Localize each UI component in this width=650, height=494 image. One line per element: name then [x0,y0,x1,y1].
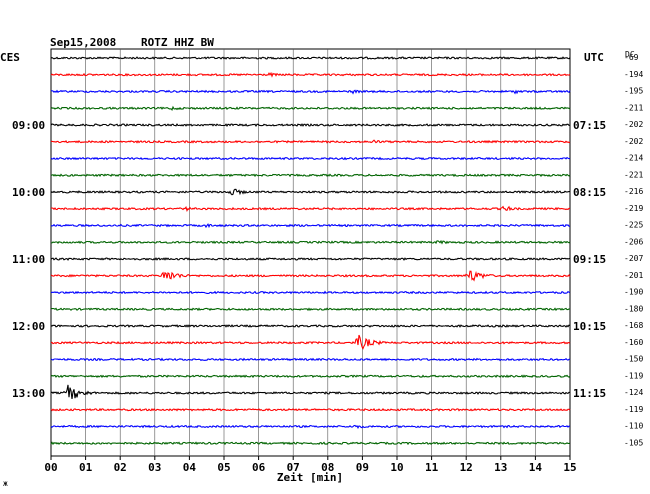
trace-line [50,334,571,350]
dc-offset-label: -211 [624,103,643,112]
dc-offset-label: -216 [624,187,643,196]
dc-offset-label: -150 [624,355,643,364]
dc-offset-label: -202 [624,137,643,146]
trace-line [50,205,571,212]
x-tick-label: 05 [217,461,230,474]
trace-line [50,173,571,178]
trace-line [50,139,571,144]
header-date: Sep15,2008 [50,36,116,49]
dc-offset-label: -119 [624,371,643,380]
trace-line [50,239,571,245]
left-time-label: 12:00 [12,320,45,333]
dc-offset-label: -202 [624,120,643,129]
x-tick-label: 14 [529,461,543,474]
trace-line [50,156,571,161]
x-tick-label: 08 [321,461,334,474]
trace-line [50,71,571,78]
right-time-label: 09:15 [573,253,606,266]
trace-line [50,384,571,399]
left-zone-label: CES [0,51,20,64]
x-tick-label: 03 [148,461,161,474]
trace-line [50,424,571,429]
right-time-label: 08:15 [573,186,606,199]
dc-offset-label: -105 [624,438,643,447]
trace-line [50,105,571,111]
trace-line [51,290,571,295]
dc-offset-label: -201 [624,271,643,280]
trace-line [50,374,571,379]
dc-offset-label: -160 [624,338,643,347]
trace-line [50,407,571,412]
plot-frame [50,48,571,457]
x-tick-label: 10 [390,461,403,474]
x-tick-label: 00 [44,461,57,474]
right-zone-label: UTC [584,51,604,64]
dc-offset-label: -124 [624,388,643,397]
traces [50,56,571,446]
trace-line [50,441,571,446]
right-time-label: 10:15 [573,320,606,333]
time-labels: 09:00 10:00 11:00 12:00 13:00 07:15 08:15 09:15… [12,119,606,400]
dc-offset-labels: -69 -194 -195 -211 -202 -202 -214 -221 -216 -219 -… [624,53,643,447]
dc-offset-label: -110 [624,422,643,431]
x-tick-label: 06 [252,461,266,474]
dc-offset-label: -119 [624,405,643,414]
x-tick-label: 12 [460,461,473,474]
x-tick-label: 15 [563,461,576,474]
dc-offset-label: -194 [624,70,643,79]
dc-offset-label: -180 [624,304,643,313]
right-time-label: 07:15 [573,119,606,132]
dc-offset-label: -190 [624,288,643,297]
trace-line [50,123,570,127]
trace-line [50,257,571,261]
trace-line [50,223,571,229]
dc-offset-label: -69 [624,53,639,62]
x-tick-label: 09 [356,461,369,474]
x-tick-label: 01 [79,461,93,474]
left-time-label: 09:00 [12,119,45,132]
trace-line [50,56,571,60]
left-time-label: 10:00 [12,186,45,199]
trace-line [50,324,571,328]
trace-line [51,89,571,95]
dc-label: DC [625,50,635,59]
left-time-label: 13:00 [12,387,45,400]
x-tick-label: 11 [425,461,439,474]
x-tick-label: 07 [287,461,300,474]
x-tick-label: 04 [183,461,197,474]
grid [50,48,571,457]
footer-mark: ж [3,479,8,488]
dc-offset-label: -225 [624,221,643,230]
dc-offset-label: -214 [624,154,643,163]
dc-offset-label: -207 [624,254,643,263]
x-tick-label: 13 [494,461,507,474]
left-time-label: 11:00 [12,253,45,266]
dc-offset-label: -221 [624,170,643,179]
x-ticks: 00 01 02 03 04 05 06 07 08 09 10 11 12 13 14 15 [44,456,577,474]
dc-offset-label: -206 [624,237,643,246]
trace-line [50,188,571,196]
right-time-label: 11:15 [573,387,606,400]
trace-line [50,357,571,362]
dc-offset-label: -219 [624,204,643,213]
trace-line [50,270,571,282]
dc-offset-label: -195 [624,87,643,96]
x-tick-label: 02 [114,461,127,474]
header-station: ROTZ HHZ BW [141,36,214,49]
x-axis-label: Zeit [min] [277,471,343,484]
dc-offset-label: -168 [624,321,643,330]
trace-line [50,307,571,312]
